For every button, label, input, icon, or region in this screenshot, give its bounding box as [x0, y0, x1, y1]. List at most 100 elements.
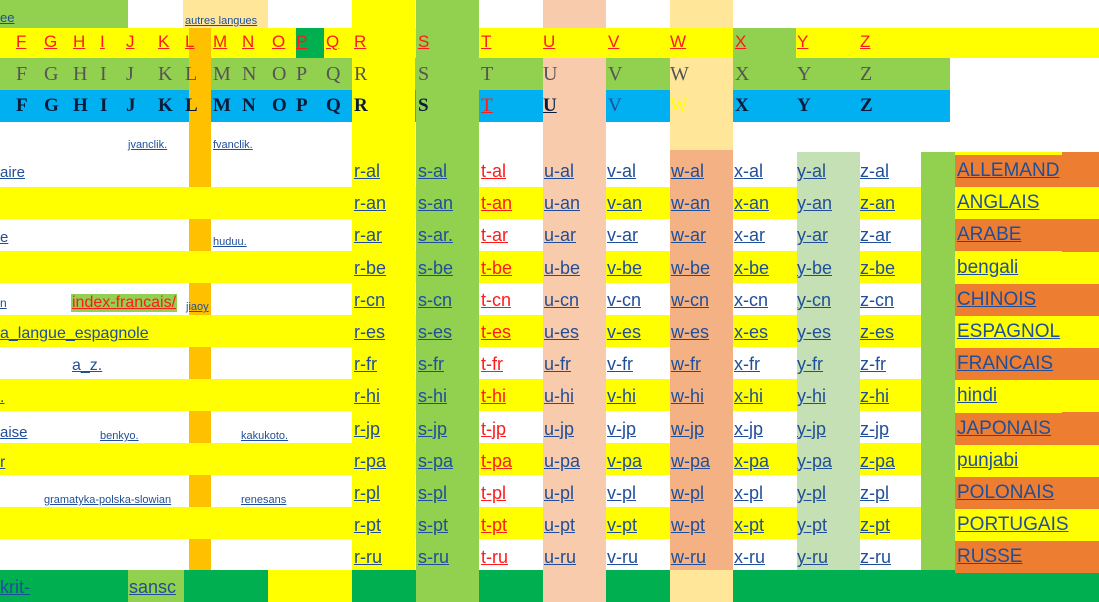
link-s-hi[interactable]: s-hi: [418, 386, 448, 407]
link-r-pl[interactable]: r-pl: [354, 483, 380, 503]
language-chinois[interactable]: CHINOIS: [957, 288, 1037, 310]
link-w-ar[interactable]: w-ar: [671, 225, 706, 246]
left-fragment-az[interactable]: a_z.: [72, 357, 103, 374]
link-u-hi[interactable]: u-hi: [544, 386, 575, 407]
link-z-hi[interactable]: z-hi: [860, 386, 890, 407]
alphabet-letter-w[interactable]: W: [670, 63, 689, 85]
alphabet-letter-f[interactable]: F: [16, 95, 28, 116]
link-x-cn[interactable]: x-cn: [734, 289, 769, 310]
link-s-cn[interactable]: s-cn: [418, 289, 453, 310]
link-v-pt[interactable]: v-pt: [607, 515, 638, 536]
link-u-pa[interactable]: u-pa: [544, 450, 581, 471]
link-r-fr[interactable]: r-fr: [354, 354, 377, 375]
link-x-jp[interactable]: x-jp: [734, 418, 764, 439]
language-punjabi[interactable]: punjabi: [957, 449, 1019, 471]
alphabet-letter-w[interactable]: W: [670, 95, 688, 116]
link-r-es[interactable]: r-es: [354, 322, 385, 342]
alphabet-letter-k[interactable]: K: [158, 95, 173, 116]
link-z-ar[interactable]: z-ar: [860, 225, 891, 246]
link-v-jp[interactable]: v-jp: [607, 418, 637, 439]
link-x-an[interactable]: x-an: [734, 193, 770, 214]
alphabet-letter-r[interactable]: R: [354, 95, 368, 116]
link-v-fr[interactable]: v-fr: [607, 354, 633, 375]
alphabet-letter-s[interactable]: S: [418, 32, 430, 51]
link-w-be[interactable]: w-be: [671, 257, 711, 278]
alphabet-letter-m[interactable]: M: [213, 32, 228, 51]
alphabet-letter-n[interactable]: N: [242, 63, 257, 85]
link-w-ru[interactable]: w-ru: [671, 547, 706, 568]
alphabet-letter-n[interactable]: N: [242, 32, 255, 51]
link-x-al[interactable]: x-al: [734, 161, 764, 181]
fvanclik-link[interactable]: fvanclik.: [213, 139, 253, 151]
link-t-jp[interactable]: t-jp: [481, 418, 507, 439]
link-s-pa[interactable]: s-pa: [418, 450, 454, 471]
alphabet-letter-g[interactable]: G: [44, 32, 58, 51]
alphabet-letter-w[interactable]: W: [670, 32, 687, 51]
alphabet-letter-o[interactable]: O: [272, 32, 286, 51]
kakukoto-link[interactable]: kakukoto.: [241, 430, 289, 442]
link-x-pt[interactable]: x-pt: [734, 515, 765, 536]
link-t-ar[interactable]: t-ar: [481, 225, 508, 246]
link-r-cn[interactable]: r-cn: [354, 289, 385, 310]
link-t-pa[interactable]: t-pa: [481, 450, 513, 471]
alphabet-letter-x[interactable]: X: [735, 32, 747, 51]
link-t-pl[interactable]: t-pl: [481, 483, 507, 503]
link-s-al[interactable]: s-al: [418, 161, 448, 181]
link-z-be[interactable]: z-be: [860, 257, 896, 278]
footer-krit-link[interactable]: krit-: [0, 577, 30, 597]
alphabet-letter-p[interactable]: P: [296, 32, 308, 51]
alphabet-letter-m[interactable]: M: [213, 95, 231, 116]
link-y-jp[interactable]: y-jp: [797, 418, 827, 439]
language-arabe[interactable]: ARABE: [957, 224, 1022, 246]
left-fragment-espagnole[interactable]: a_langue_espagnole: [0, 325, 149, 342]
link-s-fr[interactable]: s-fr: [418, 354, 444, 375]
link-w-fr[interactable]: w-fr: [671, 354, 701, 375]
link-t-al[interactable]: t-al: [481, 161, 507, 181]
alphabet-letter-l[interactable]: L: [185, 95, 198, 116]
left-fragment-n[interactable]: n: [0, 296, 7, 310]
language-russe[interactable]: RUSSE: [957, 546, 1023, 568]
alphabet-letter-t[interactable]: T: [481, 63, 494, 85]
link-z-pa[interactable]: z-pa: [860, 450, 896, 471]
alphabet-letter-g[interactable]: G: [44, 95, 59, 116]
alphabet-letter-l[interactable]: L: [185, 32, 195, 51]
link-y-ar[interactable]: y-ar: [797, 225, 828, 246]
link-u-an[interactable]: u-an: [544, 193, 581, 214]
alphabet-letter-o[interactable]: O: [272, 63, 287, 85]
link-y-ru[interactable]: y-ru: [797, 547, 828, 568]
alphabet-letter-m[interactable]: M: [213, 63, 231, 85]
footer-sansc-link[interactable]: sansc: [129, 577, 177, 597]
link-z-es[interactable]: z-es: [860, 322, 895, 342]
link-w-an[interactable]: w-an: [671, 193, 711, 214]
alphabet-letter-z[interactable]: Z: [860, 32, 871, 51]
huduu-link[interactable]: huduu.: [213, 236, 247, 248]
alphabet-letter-x[interactable]: X: [735, 95, 749, 116]
link-z-jp[interactable]: z-jp: [860, 418, 890, 439]
alphabet-letter-f[interactable]: F: [16, 32, 27, 51]
link-v-es[interactable]: v-es: [607, 322, 642, 342]
link-t-an[interactable]: t-an: [481, 193, 513, 214]
link-y-pl[interactable]: y-pl: [797, 483, 827, 503]
alphabet-letter-y[interactable]: Y: [797, 95, 811, 116]
link-v-an[interactable]: v-an: [607, 193, 643, 214]
link-x-be[interactable]: x-be: [734, 257, 770, 278]
link-v-be[interactable]: v-be: [607, 257, 643, 278]
link-z-an[interactable]: z-an: [860, 193, 896, 214]
alphabet-letter-u[interactable]: U: [543, 63, 558, 85]
link-s-an[interactable]: s-an: [418, 193, 454, 214]
link-r-pa[interactable]: r-pa: [354, 450, 387, 471]
link-r-al[interactable]: r-al: [354, 161, 380, 181]
language-espagnol[interactable]: ESPAGNOL: [957, 321, 1061, 342]
link-s-pl[interactable]: s-pl: [418, 483, 448, 503]
language-anglais[interactable]: ANGLAIS: [957, 192, 1040, 214]
link-z-cn[interactable]: z-cn: [860, 289, 895, 310]
link-s-ru[interactable]: s-ru: [418, 547, 449, 568]
link-r-jp[interactable]: r-jp: [354, 418, 380, 439]
language-japonais[interactable]: JAPONAIS: [957, 417, 1051, 439]
link-u-es[interactable]: u-es: [544, 322, 580, 342]
alphabet-letter-r[interactable]: R: [354, 63, 368, 85]
alphabet-letter-r[interactable]: R: [354, 32, 367, 51]
link-y-an[interactable]: y-an: [797, 193, 833, 214]
alphabet-letter-v[interactable]: V: [608, 63, 623, 85]
link-z-pl[interactable]: z-pl: [860, 483, 890, 503]
